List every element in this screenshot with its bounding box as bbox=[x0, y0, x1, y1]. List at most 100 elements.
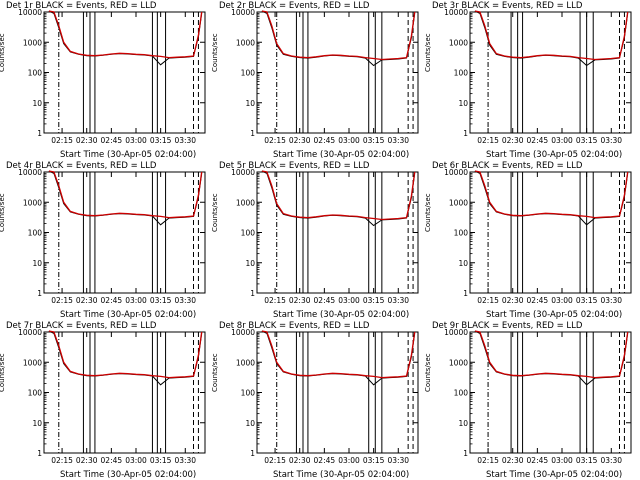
plot-frame bbox=[469, 171, 632, 294]
x-tick-label: 03:30 bbox=[387, 456, 409, 465]
x-tick-label: 02:45 bbox=[527, 296, 549, 305]
x-tick-label: 03:00 bbox=[125, 136, 147, 145]
y-tick-label: 10000 bbox=[231, 328, 255, 337]
panel-title: Det 4r BLACK = Events, RED = LLD bbox=[6, 161, 157, 171]
x-axis-label: Start Time (30-Apr-05 02:04:00) bbox=[273, 150, 410, 160]
y-tick-label: 100 bbox=[454, 69, 469, 78]
y-tick-label: 10000 bbox=[18, 328, 42, 337]
x-tick-label: 02:45 bbox=[527, 456, 549, 465]
y-tick-label: 1 bbox=[463, 289, 468, 298]
x-tick-label: 02:30 bbox=[289, 296, 311, 305]
x-tick-label: 02:15 bbox=[477, 456, 499, 465]
x-tick-label: 03:15 bbox=[576, 296, 598, 305]
series-lld-line bbox=[474, 330, 629, 379]
x-tick-label: 03:15 bbox=[150, 136, 172, 145]
x-tick-label: 02:15 bbox=[51, 456, 73, 465]
y-tick-label: 10 bbox=[245, 259, 255, 268]
y-tick-label: 1 bbox=[37, 289, 42, 298]
x-tick-label: 03:00 bbox=[551, 296, 573, 305]
chart-plot: 1 10 100 1000 10000 02:15 02:30 02:45 03:00 03:15… bbox=[444, 328, 632, 465]
y-tick-label: 10 bbox=[458, 99, 468, 108]
detector-panel: 1 10 100 1000 10000 02:15 02:30 02:45 03:00 03:15… bbox=[211, 320, 426, 480]
y-tick-label: 1 bbox=[463, 129, 468, 138]
y-tick-label: 10 bbox=[245, 419, 255, 428]
plot-frame bbox=[469, 331, 632, 454]
x-axis-label: Start Time (30-Apr-05 02:04:00) bbox=[60, 470, 197, 480]
x-tick-label: 03:30 bbox=[174, 456, 196, 465]
x-tick-label: 03:15 bbox=[576, 456, 598, 465]
plot-frame bbox=[256, 171, 419, 294]
x-tick-label: 02:30 bbox=[502, 136, 524, 145]
chart-plot: 1 10 100 1000 10000 02:15 02:30 02:45 03:00 03:15… bbox=[444, 8, 632, 145]
x-tick-label: 02:45 bbox=[101, 456, 123, 465]
series-events-line bbox=[261, 170, 416, 227]
y-tick-label: 100 bbox=[454, 229, 469, 238]
y-tick-label: 10000 bbox=[444, 8, 468, 17]
x-tick-label: 03:15 bbox=[363, 136, 385, 145]
y-axis-label: Counts/sec bbox=[424, 353, 432, 392]
y-tick-label: 10 bbox=[458, 419, 468, 428]
chart-plot: 1 10 100 1000 10000 02:15 02:30 02:45 03:00 03:15… bbox=[18, 328, 206, 465]
y-tick-label: 1000 bbox=[23, 358, 42, 367]
y-tick-label: 1000 bbox=[23, 38, 42, 47]
chart-plot: 1 10 100 1000 10000 02:15 02:30 02:45 03:00 03:15… bbox=[231, 328, 419, 465]
series-lld-line bbox=[261, 170, 416, 221]
y-tick-label: 1000 bbox=[236, 198, 255, 207]
x-tick-label: 02:45 bbox=[527, 136, 549, 145]
series-events-line bbox=[261, 10, 416, 67]
y-tick-label: 100 bbox=[241, 69, 256, 78]
detector-panel: 1 10 100 1000 10000 02:15 02:30 02:45 03:00 03:15… bbox=[211, 0, 426, 160]
y-tick-label: 10 bbox=[32, 419, 42, 428]
plot-frame bbox=[256, 11, 419, 134]
chart-plot: 1 10 100 1000 10000 02:15 02:30 02:45 03:00 03:15… bbox=[231, 8, 419, 145]
y-tick-label: 10 bbox=[32, 259, 42, 268]
y-tick-label: 10000 bbox=[444, 328, 468, 337]
x-tick-label: 02:45 bbox=[101, 296, 123, 305]
x-tick-label: 02:45 bbox=[314, 456, 336, 465]
x-tick-label: 03:15 bbox=[150, 456, 172, 465]
x-tick-label: 02:15 bbox=[477, 296, 499, 305]
x-tick-label: 02:45 bbox=[314, 296, 336, 305]
x-tick-label: 03:30 bbox=[387, 296, 409, 305]
x-tick-label: 02:45 bbox=[101, 136, 123, 145]
x-tick-label: 02:30 bbox=[502, 296, 524, 305]
y-tick-label: 100 bbox=[28, 389, 43, 398]
x-tick-label: 03:00 bbox=[551, 456, 573, 465]
y-tick-label: 100 bbox=[241, 389, 256, 398]
detector-panel: 1 10 100 1000 10000 02:15 02:30 02:45 03:00 03:15… bbox=[424, 160, 639, 320]
x-tick-label: 02:15 bbox=[264, 456, 286, 465]
series-lld-line bbox=[261, 10, 416, 61]
y-tick-label: 10000 bbox=[444, 168, 468, 177]
y-tick-label: 1000 bbox=[23, 198, 42, 207]
series-events-line bbox=[474, 10, 629, 67]
plot-frame bbox=[43, 171, 206, 294]
y-tick-label: 100 bbox=[28, 69, 43, 78]
series-lld-line bbox=[48, 170, 203, 219]
panel-title: Det 8r BLACK = Events, RED = LLD bbox=[219, 321, 370, 331]
detector-panel: 1 10 100 1000 10000 02:15 02:30 02:45 03:00 03:15… bbox=[0, 320, 213, 480]
y-axis-label: Counts/sec bbox=[424, 33, 432, 72]
y-axis-label: Counts/sec bbox=[211, 193, 219, 232]
y-tick-label: 100 bbox=[454, 389, 469, 398]
x-tick-label: 02:30 bbox=[289, 456, 311, 465]
x-tick-label: 03:00 bbox=[338, 136, 360, 145]
x-tick-label: 03:30 bbox=[174, 296, 196, 305]
y-tick-label: 1 bbox=[250, 129, 255, 138]
plot-frame bbox=[469, 11, 632, 134]
y-tick-label: 10 bbox=[32, 99, 42, 108]
x-axis-label: Start Time (30-Apr-05 02:04:00) bbox=[486, 470, 623, 480]
plot-frame bbox=[43, 331, 206, 454]
y-tick-label: 10 bbox=[458, 259, 468, 268]
x-tick-label: 02:15 bbox=[264, 136, 286, 145]
x-tick-label: 03:15 bbox=[363, 296, 385, 305]
chart-plot: 1 10 100 1000 10000 02:15 02:30 02:45 03:00 03:15… bbox=[444, 168, 632, 305]
y-tick-label: 10000 bbox=[231, 168, 255, 177]
x-tick-label: 02:15 bbox=[51, 296, 73, 305]
panel-title: Det 3r BLACK = Events, RED = LLD bbox=[432, 1, 583, 11]
y-tick-label: 1 bbox=[250, 449, 255, 458]
x-tick-label: 03:30 bbox=[600, 296, 622, 305]
y-tick-label: 1 bbox=[37, 449, 42, 458]
y-tick-label: 10 bbox=[245, 99, 255, 108]
y-tick-label: 10000 bbox=[18, 8, 42, 17]
